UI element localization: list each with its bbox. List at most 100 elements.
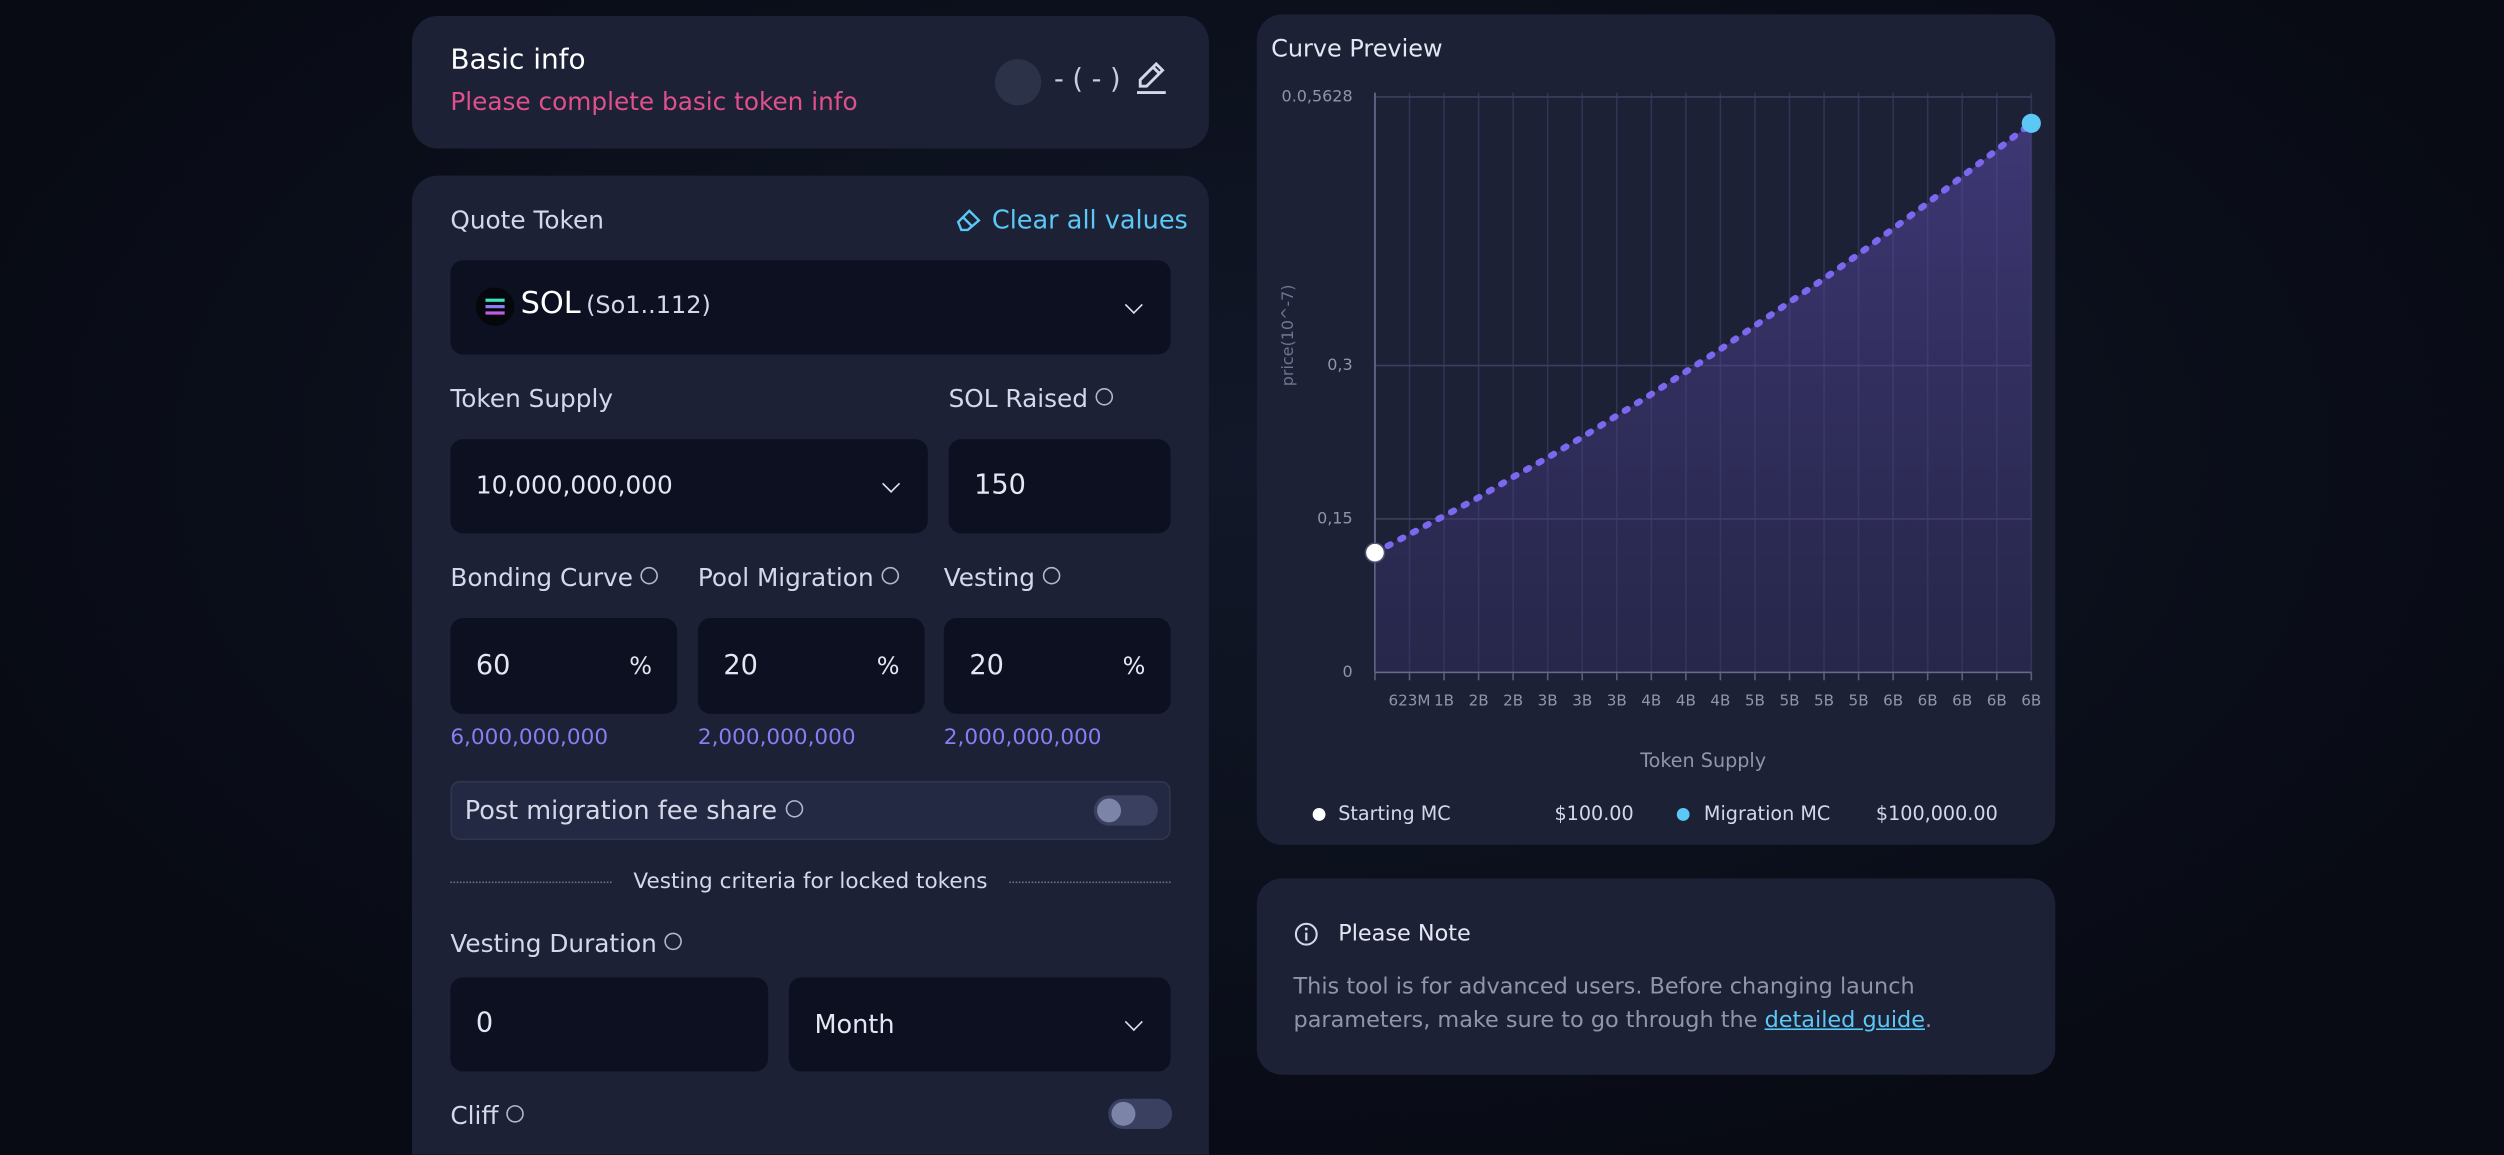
sol-icon: [475, 287, 515, 326]
curve-area: [1374, 123, 2032, 673]
cliff-toggle[interactable]: [1108, 1098, 1173, 1130]
vesting-duration-input[interactable]: 0: [450, 977, 769, 1072]
input-unit: %: [629, 651, 652, 681]
x-tick-label: 4B: [1676, 692, 1696, 710]
x-tick-label: 5B: [1745, 692, 1765, 710]
allocation-input[interactable]: 60%: [450, 618, 678, 714]
y-tick-label: 0: [1342, 662, 1352, 681]
x-axis-label: Token Supply: [1639, 749, 1766, 772]
x-tick-label: 3B: [1607, 692, 1627, 710]
guide-link[interactable]: detailed guide: [1764, 1007, 1925, 1034]
x-tick-label: 6B: [1987, 692, 2007, 710]
x-tick-label: 3B: [1538, 692, 1558, 710]
field-label: Token Supply: [450, 385, 613, 414]
eraser-icon: [956, 209, 981, 232]
form-card: Quote Token Clear all values SOL (So1..1…: [412, 175, 1209, 1155]
note-title: Please Note: [1338, 921, 1471, 947]
label-text: Cliff: [450, 1101, 499, 1131]
clear-button[interactable]: Clear all values: [955, 204, 1188, 235]
input-value: 0: [475, 1007, 494, 1040]
field-label: Vesting: [943, 563, 1061, 593]
field-label: Pool Migration: [697, 563, 900, 593]
vesting-unit-select[interactable]: Month: [788, 977, 1171, 1072]
x-tick-label: 3B: [1572, 692, 1592, 710]
allocation-input[interactable]: 20%: [697, 618, 925, 714]
label-text: Vesting Duration: [450, 929, 657, 959]
token-symbol: - ( - ): [1053, 63, 1121, 96]
field-label: Cliff: [450, 1102, 524, 1131]
x-tick-label: 5B: [1779, 692, 1799, 710]
x-tick-label: 6B: [1883, 692, 1903, 710]
allocation-amount: 2,000,000,000: [943, 725, 1102, 751]
x-tick-label: 6B: [2021, 692, 2041, 710]
chart-card: Curve Preview 623M 1B 2B 2B 3B 3B 3B 4B 4B 4B 5B 5B…: [1256, 14, 2056, 845]
x-tick-label: 5B: [1849, 692, 1869, 710]
field-label: Bonding Curve: [450, 563, 659, 593]
chart-title: Curve Preview: [1271, 35, 1442, 63]
input-value: 20: [723, 649, 758, 682]
y-tick-label: 0.0,5628: [1282, 86, 1353, 105]
curve-line: [1371, 120, 2035, 556]
select-value: 10,000,000,000: [475, 471, 673, 500]
x-tick-label: 1B: [1434, 692, 1454, 710]
y-axis-label: price(10^-7): [1278, 284, 1297, 386]
label-text: Post migration fee share: [464, 795, 778, 826]
allocation-amount: 6,000,000,000: [450, 725, 609, 751]
legend-dot: [1676, 808, 1690, 821]
legend-value: $100,000.00: [1876, 802, 1998, 825]
legend-value: $100.00: [1554, 802, 1633, 825]
divider-text: Vesting criteria for locked tokens: [633, 868, 988, 895]
info-icon: [1294, 922, 1318, 946]
input-unit: %: [1122, 651, 1146, 681]
legend-dot: [1312, 808, 1326, 821]
note-card: Please Note This tool is for advanced us…: [1256, 878, 2056, 1075]
start-point: [1364, 542, 1386, 564]
x-tick-label: 4B: [1710, 692, 1730, 710]
input-value: 20: [969, 649, 1004, 682]
fee-share-toggle[interactable]: [1093, 795, 1158, 826]
token-address: (So1..112): [586, 290, 711, 320]
token-avatar: [994, 59, 1042, 106]
y-tick-label: 0,3: [1327, 355, 1352, 374]
x-tick-label: 2B: [1503, 692, 1523, 710]
x-tick-label: 4B: [1641, 692, 1661, 710]
input-value: 150: [974, 469, 1026, 502]
chart: Curve Preview 623M 1B 2B 2B 3B 3B 3B 4B 4B 4B 5B 5B…: [1271, 35, 2041, 825]
label-text: Token Supply: [450, 384, 613, 414]
input-value: 60: [475, 649, 511, 682]
warning-text: Please complete basic token info: [450, 87, 858, 117]
x-tick-label: 6B: [1952, 692, 1972, 710]
x-tick-label: 2B: [1469, 692, 1489, 710]
input-unit: %: [876, 651, 900, 681]
field-label: SOL Raised: [949, 385, 1114, 414]
end-point: [2021, 113, 2041, 133]
legend-label: Migration MC: [1704, 802, 1830, 825]
label-text: SOL Raised: [948, 384, 1088, 414]
y-tick-label: 0,15: [1317, 508, 1353, 527]
allocation-input[interactable]: 20%: [943, 618, 1171, 714]
field-label: Vesting Duration: [450, 929, 683, 959]
allocation-amount: 2,000,000,000: [697, 725, 856, 751]
edit-button[interactable]: [1134, 61, 1169, 96]
divider-line: [1009, 881, 1171, 884]
label-text: Vesting: [943, 563, 1035, 593]
legend-label: Starting MC: [1338, 802, 1450, 825]
quote-token-select[interactable]: SOL (So1..112): [450, 260, 1171, 355]
basic-info-card: Basic info Please complete basic token i…: [412, 15, 1209, 149]
label-text: Bonding Curve: [450, 563, 634, 593]
sol-raised-input[interactable]: 150: [948, 439, 1171, 534]
label-text: Pool Migration: [697, 563, 874, 593]
x-tick-label: 623M: [1389, 692, 1431, 710]
card-title: Basic info: [450, 44, 586, 77]
field-label: Quote Token: [450, 206, 604, 235]
divider-line: [450, 881, 612, 884]
token-symbol: SOL: [520, 285, 581, 321]
note-text: This tool is for advanced users. Before …: [1294, 971, 1933, 1038]
token-supply-select[interactable]: 10,000,000,000: [450, 439, 928, 534]
note-text-part: .: [1924, 1007, 1933, 1034]
x-tick-label: 6B: [1918, 692, 1938, 710]
field-label: Post migration fee share: [464, 795, 803, 826]
clear-button-text: Clear all values: [991, 204, 1188, 235]
